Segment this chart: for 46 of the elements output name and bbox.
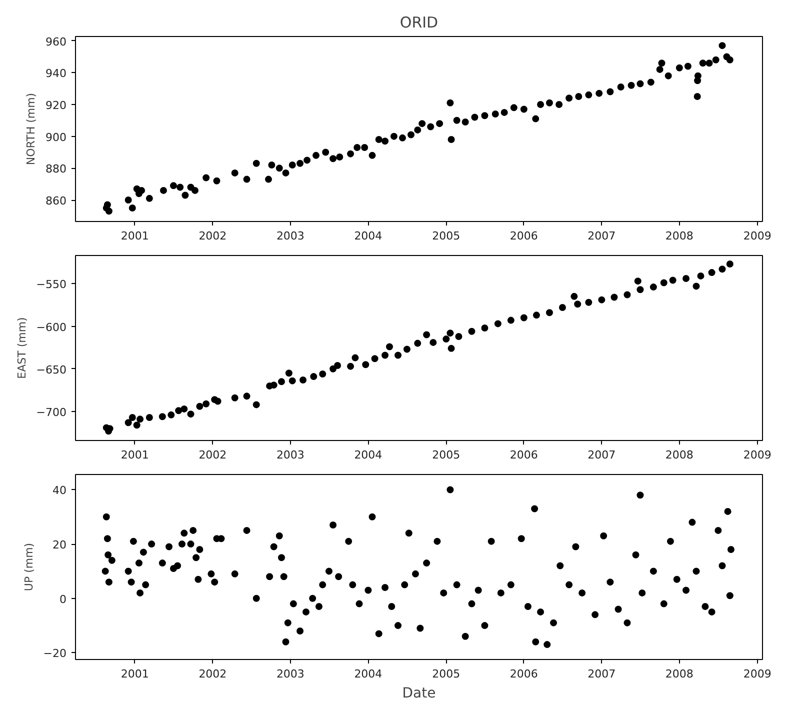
x-tick-label: 2009 [743, 230, 772, 242]
y-tick-label: 900 [46, 130, 67, 144]
x-axis-title: Date [402, 686, 436, 702]
y-tick-label: −20 [43, 647, 67, 660]
x-tick-label: 2003 [276, 668, 304, 680]
x-tick-label: 2001 [120, 668, 149, 680]
y-tick-label: −550 [36, 278, 67, 292]
y-tick-label: 880 [46, 162, 67, 176]
x-tick-label: 2004 [354, 230, 382, 242]
x-tick-label: 2006 [510, 668, 538, 680]
x-tick-label: 2009 [743, 668, 772, 680]
y-tick-label: 920 [46, 98, 67, 112]
x-tick-label: 2002 [198, 668, 227, 680]
x-tick-label: 2007 [588, 448, 616, 462]
x-tick-label: 2007 [588, 668, 616, 680]
x-tick-label: 2002 [198, 230, 227, 242]
x-tick-label: 2003 [276, 230, 304, 242]
x-tick-label: 2007 [588, 230, 616, 242]
y-axis-title: UP (mm) [22, 542, 36, 592]
x-tick-label: 2006 [510, 230, 538, 242]
y-axis-title: EAST (mm) [15, 317, 28, 379]
x-tick-label: 2008 [665, 448, 694, 462]
x-tick-label: 2008 [665, 230, 694, 242]
y-tick-label: 0 [60, 592, 66, 606]
y-tick-label: 940 [46, 67, 67, 80]
y-tick-label: 860 [46, 194, 67, 208]
x-tick-label: 2001 [120, 230, 149, 242]
x-tick-label: 2004 [354, 668, 382, 680]
x-tick-label: 2004 [354, 448, 382, 462]
y-tick-label: −650 [36, 363, 67, 376]
y-axis-title: NORTH (mm) [24, 92, 38, 166]
x-tick-label: 2002 [198, 448, 227, 462]
chart-title: ORID [400, 14, 438, 32]
x-tick-label: 2001 [120, 448, 149, 462]
y-tick-label: 960 [46, 35, 67, 48]
x-tick-label: 2008 [665, 668, 694, 680]
x-tick-label: 2003 [276, 448, 304, 462]
x-tick-label: 2005 [432, 230, 460, 242]
y-tick-label: −700 [36, 406, 67, 420]
y-tick-label: 40 [52, 484, 67, 498]
x-tick-label: 2006 [510, 448, 538, 462]
y-tick-label: −600 [36, 320, 67, 334]
x-tick-label: 2005 [432, 668, 460, 680]
x-tick-label: 2005 [432, 448, 460, 462]
x-tick-label: 2009 [743, 448, 772, 462]
y-tick-label: 20 [52, 538, 67, 552]
